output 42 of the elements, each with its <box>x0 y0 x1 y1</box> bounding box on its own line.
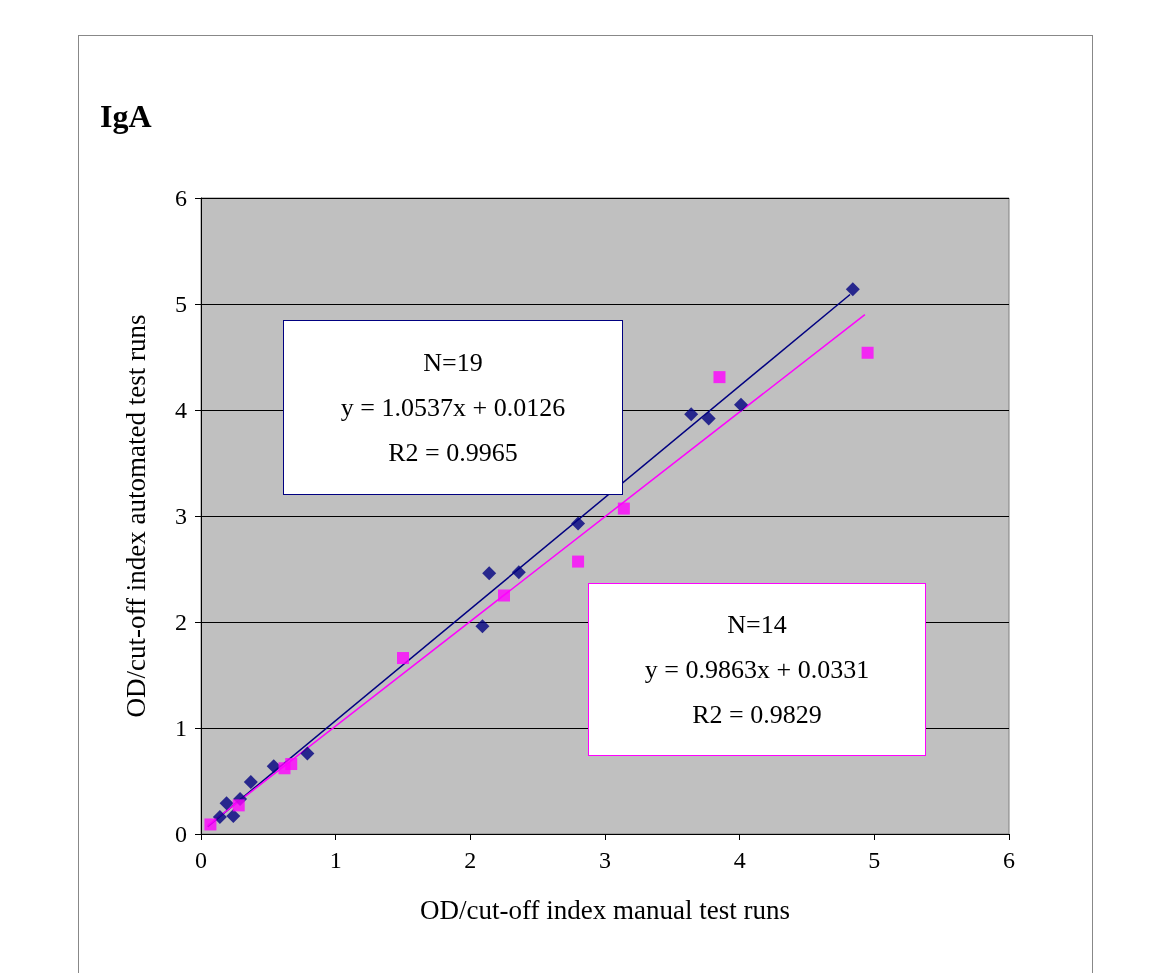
point <box>498 589 510 602</box>
x-tick-label: 5 <box>868 847 881 873</box>
y-axis-title: OD/cut-off index automated test runs <box>120 314 151 718</box>
y-tick-label: 5 <box>175 291 187 317</box>
point <box>617 502 630 515</box>
point <box>511 565 526 580</box>
x-axis-title: OD/cut-off index manual test runs <box>420 894 790 925</box>
x-tick-label: 4 <box>733 847 746 873</box>
point <box>701 411 716 426</box>
point <box>571 516 586 531</box>
point <box>861 346 874 359</box>
text-box: N=14 y = 0.9863x + 0.0331 R2 = 0.9829 <box>588 583 926 756</box>
chart-title: IgA <box>100 98 152 134</box>
y-tick-label: 1 <box>175 715 187 741</box>
point <box>212 810 227 825</box>
point <box>266 759 281 774</box>
y-tick-label: 2 <box>175 609 187 635</box>
point <box>204 818 217 831</box>
point <box>226 808 241 823</box>
point <box>243 775 258 790</box>
point <box>219 796 234 811</box>
point <box>482 566 497 581</box>
point <box>278 762 291 775</box>
y-tick-label: 4 <box>175 397 187 423</box>
point <box>232 799 245 812</box>
x-tick-label: 0 <box>195 847 207 873</box>
point <box>684 407 699 422</box>
x-tick-label: 6 <box>1003 847 1015 873</box>
x-tick-label: 3 <box>599 847 611 873</box>
y-tick-label: 3 <box>175 503 187 529</box>
point <box>572 555 585 568</box>
x-tick-label: 2 <box>464 847 477 873</box>
point <box>300 746 315 761</box>
y-tick-label: 6 <box>175 185 187 211</box>
point <box>845 282 860 297</box>
text-box: N=19 y = 1.0537x + 0.0126 R2 = 0.9965 <box>283 320 623 495</box>
point <box>713 371 726 384</box>
point <box>734 397 749 412</box>
y-tick-label: 0 <box>175 821 187 847</box>
point <box>397 652 409 665</box>
x-tick-label: 1 <box>329 847 342 873</box>
point <box>475 619 490 634</box>
